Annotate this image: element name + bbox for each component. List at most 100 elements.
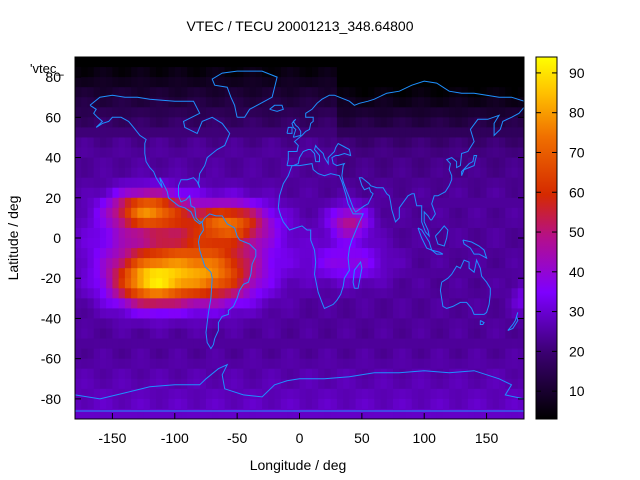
heatmap-cell — [218, 137, 226, 149]
heatmap-cell — [467, 308, 475, 320]
heatmap-cell — [81, 167, 89, 179]
heatmap-cell — [517, 127, 524, 139]
heatmap-cell — [162, 278, 170, 289]
heatmap-cell — [467, 388, 475, 400]
heatmap-cell — [181, 197, 188, 209]
heatmap-cell — [99, 67, 107, 78]
heatmap-cell — [287, 207, 294, 219]
heatmap-cell — [393, 167, 400, 179]
heatmap-cell — [137, 288, 145, 299]
heatmap-cell — [99, 308, 107, 320]
heatmap-cell — [399, 408, 407, 419]
heatmap-cell — [461, 328, 469, 340]
heatmap-cell — [386, 358, 394, 370]
heatmap-cell — [492, 388, 500, 400]
heatmap-cell — [480, 127, 488, 139]
heatmap-cell — [181, 268, 188, 279]
heatmap-cell — [474, 127, 481, 139]
heatmap-cell — [311, 167, 319, 179]
heatmap-cell — [149, 177, 157, 189]
heatmap-cell — [318, 157, 326, 169]
heatmap-cell — [87, 368, 95, 380]
heatmap-cell — [499, 187, 506, 199]
heatmap-cell — [399, 388, 407, 400]
heatmap-cell — [467, 87, 475, 98]
heatmap-cell — [131, 398, 138, 410]
heatmap-cell — [237, 358, 244, 370]
heatmap-cell — [305, 278, 313, 289]
heatmap-cell — [305, 268, 313, 279]
heatmap-cell — [199, 408, 207, 419]
heatmap-cell — [305, 318, 313, 330]
heatmap-cell — [336, 57, 344, 68]
heatmap-cell — [230, 117, 238, 128]
coastline — [479, 320, 485, 325]
heatmap-cell — [124, 408, 132, 419]
heatmap-cell — [174, 197, 182, 209]
coastlines — [75, 70, 524, 412]
heatmap-cell — [112, 278, 120, 289]
heatmap-cell — [93, 398, 101, 410]
heatmap-cell — [343, 137, 350, 149]
heatmap-cell — [93, 238, 101, 249]
heatmap-cell — [467, 167, 475, 179]
heatmap-cell — [162, 348, 170, 360]
heatmap-cell — [455, 207, 463, 219]
heatmap-cell — [517, 67, 524, 78]
heatmap-cell — [174, 77, 182, 88]
heatmap-cell — [517, 378, 524, 390]
heatmap-cell — [474, 137, 481, 149]
heatmap-cell — [156, 227, 163, 239]
heatmap-cell — [299, 97, 307, 108]
heatmap-cell — [205, 137, 213, 149]
heatmap-cell — [249, 328, 257, 340]
heatmap-cell — [143, 258, 151, 269]
heatmap-cell — [274, 187, 282, 199]
heatmap-cell — [486, 358, 494, 370]
heatmap-cell — [424, 348, 432, 360]
heatmap-cell — [293, 107, 301, 118]
heatmap-cell — [355, 117, 363, 128]
heatmap-cell — [249, 388, 257, 400]
heatmap-cell — [386, 57, 394, 68]
heatmap-cell — [299, 177, 307, 189]
heatmap-cell — [293, 398, 301, 410]
heatmap-cell — [505, 57, 513, 68]
heatmap-cell — [449, 57, 457, 68]
heatmap-cell — [517, 308, 524, 320]
heatmap-cell — [343, 97, 350, 108]
heatmap-cell — [517, 217, 524, 229]
heatmap-cell — [442, 107, 450, 118]
heatmap-cell — [87, 298, 95, 309]
heatmap-cell — [112, 258, 120, 269]
heatmap-cell — [262, 77, 269, 88]
heatmap-cell — [174, 378, 182, 390]
heatmap-cell — [99, 278, 107, 289]
heatmap-cell — [424, 147, 432, 159]
heatmap-cell — [467, 97, 475, 108]
heatmap-cell — [411, 308, 419, 320]
heatmap-cell — [355, 338, 363, 350]
heatmap-cell — [230, 388, 238, 400]
heatmap-cell — [417, 358, 425, 370]
heatmap-cell — [162, 67, 170, 78]
heatmap-cell — [311, 157, 319, 169]
heatmap-cell — [336, 388, 344, 400]
heatmap-cell — [143, 368, 151, 380]
heatmap-cell — [399, 117, 407, 128]
heatmap-cell — [399, 368, 407, 380]
heatmap-cell — [318, 117, 326, 128]
heatmap-cell — [268, 288, 276, 299]
heatmap-cell — [287, 167, 294, 179]
heatmap-cell — [156, 187, 163, 199]
heatmap-cell — [268, 328, 276, 340]
heatmap-cell — [505, 127, 513, 139]
heatmap-cell — [199, 398, 207, 410]
heatmap-cell — [492, 197, 500, 209]
heatmap-cell — [212, 217, 220, 229]
heatmap-cell — [293, 318, 301, 330]
heatmap-cell — [162, 107, 170, 118]
heatmap-cell — [112, 137, 120, 149]
heatmap-cell — [81, 67, 89, 78]
heatmap-cell — [305, 57, 313, 68]
